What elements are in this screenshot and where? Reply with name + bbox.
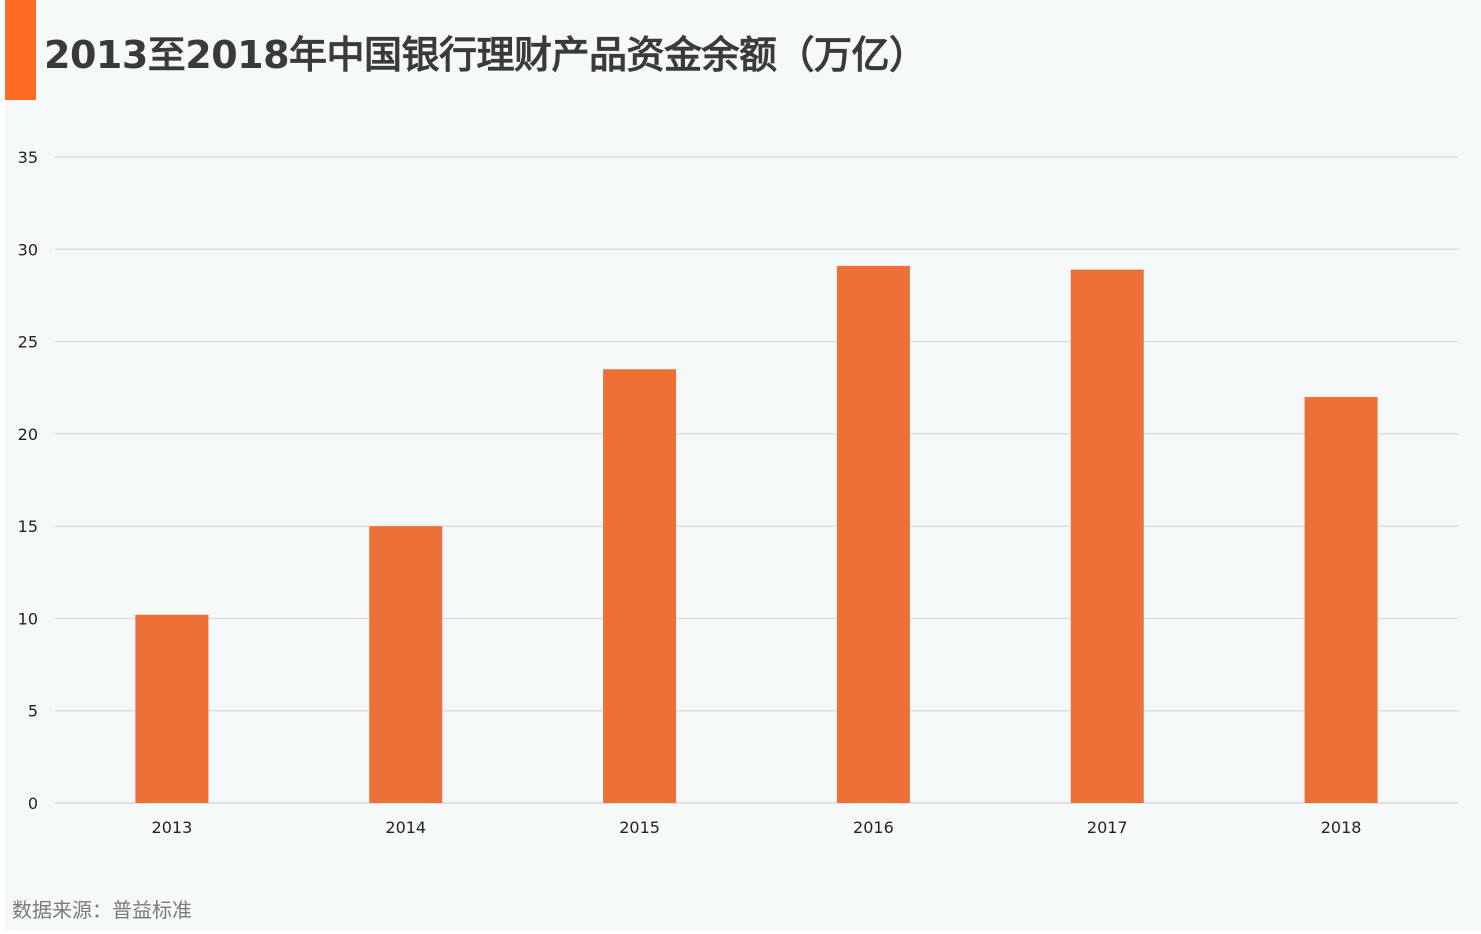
y-axis-ticks: 0 5 10 15 20 25 30 35	[18, 148, 38, 813]
bar-2016	[836, 265, 910, 803]
gridlines	[55, 156, 1458, 804]
x-tick-label: 2015	[619, 818, 660, 837]
bars	[135, 265, 1378, 803]
title-accent-bar	[5, 0, 36, 100]
y-tick-label: 30	[18, 240, 38, 259]
x-tick-label: 2013	[152, 818, 193, 837]
y-tick-label: 0	[28, 794, 38, 813]
x-tick-label: 2016	[853, 818, 894, 837]
y-tick-label: 5	[28, 702, 38, 721]
bar-2015	[603, 369, 677, 803]
bar-2018	[1304, 396, 1378, 803]
y-tick-label: 25	[18, 333, 38, 352]
bar-2013	[135, 614, 209, 803]
x-tick-label: 2014	[385, 818, 426, 837]
chart-title: 2013至2018年中国银行理财产品资金余额（万亿）	[44, 33, 927, 77]
y-tick-label: 35	[18, 148, 38, 167]
bar-2014	[369, 526, 443, 803]
bar-2017	[1070, 269, 1144, 803]
y-tick-label: 15	[18, 517, 38, 536]
chart-panel	[5, 0, 1481, 930]
y-tick-label: 10	[18, 609, 38, 628]
data-source-note: 数据来源：普益标准	[12, 898, 192, 922]
x-axis-ticks: 2013 2014 2015 2016 2017 2018	[152, 818, 1362, 837]
y-tick-label: 20	[18, 425, 38, 444]
x-tick-label: 2017	[1087, 818, 1128, 837]
x-tick-label: 2018	[1321, 818, 1362, 837]
